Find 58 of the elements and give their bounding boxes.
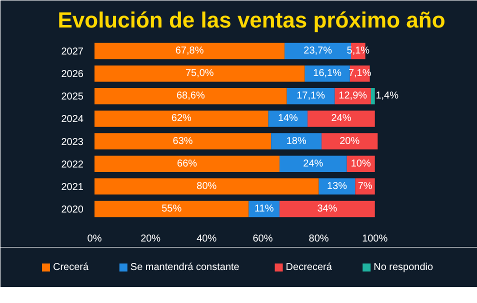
y-tick-label: 2025: [61, 92, 84, 103]
bar: [94, 42, 285, 60]
y-tick-label: 2026: [61, 69, 84, 80]
data-label: 16,1%: [313, 68, 342, 80]
legend-label: Decrecerá: [286, 262, 332, 273]
bar: [94, 200, 249, 218]
data-label: 23,7%: [304, 46, 332, 57]
data-label: 66%: [177, 158, 198, 170]
y-tick-label: 2023: [61, 136, 84, 148]
bar: [308, 110, 375, 127]
data-label: 18%: [286, 136, 306, 147]
x-tick-label: 60%: [252, 234, 273, 244]
data-label: 1,4%: [376, 90, 399, 102]
bar: [94, 110, 268, 127]
x-tick-label: 80%: [308, 234, 329, 244]
chart-title: Evolución de las ventas próximo año: [58, 8, 446, 32]
y-tick-label: 2021: [61, 182, 84, 193]
data-label: 24%: [303, 158, 324, 170]
x-tick-label: 40%: [196, 234, 217, 244]
data-label: 67,8%: [175, 46, 204, 57]
x-tick-label: 20%: [140, 234, 161, 244]
bar: [94, 65, 305, 82]
bar: [268, 110, 308, 127]
legend-label: Crecerá: [53, 262, 90, 273]
data-label: 11%: [254, 203, 274, 214]
y-tick-label: 2022: [61, 159, 84, 170]
data-label: 62%: [171, 113, 192, 124]
bar: [94, 133, 272, 150]
data-label: 14%: [278, 113, 298, 124]
bar: [322, 133, 378, 150]
data-label: 75,0%: [185, 68, 214, 80]
data-label: 24%: [331, 113, 352, 124]
data-label: 63%: [172, 136, 193, 147]
bar: [280, 200, 375, 218]
bar: [94, 178, 319, 195]
data-label: 80%: [196, 180, 217, 192]
bar: [94, 88, 287, 104]
bar: [271, 133, 322, 150]
data-label: 34%: [317, 203, 338, 214]
y-tick-label: 2027: [61, 46, 84, 58]
data-label: 20%: [340, 136, 360, 147]
y-tick-label: 2020: [61, 204, 84, 216]
data-label: 17,1%: [296, 90, 326, 102]
legend-label: No respondio: [374, 262, 434, 273]
data-label: 68,6%: [176, 90, 205, 102]
data-label: 10%: [350, 158, 371, 170]
data-label: 12,9%: [338, 90, 368, 102]
bar: [94, 156, 280, 172]
x-tick-label: 100%: [362, 234, 388, 244]
data-label: 7%: [358, 180, 372, 192]
data-label: 13%: [327, 180, 348, 192]
bar: [280, 156, 347, 172]
x-tick-label: 0%: [87, 234, 102, 244]
legend-label: Se mantendrá constante: [130, 262, 240, 273]
bar: [286, 88, 335, 104]
y-tick-label: 2024: [61, 114, 84, 126]
bar: [370, 88, 375, 104]
data-label: 55%: [162, 203, 182, 214]
